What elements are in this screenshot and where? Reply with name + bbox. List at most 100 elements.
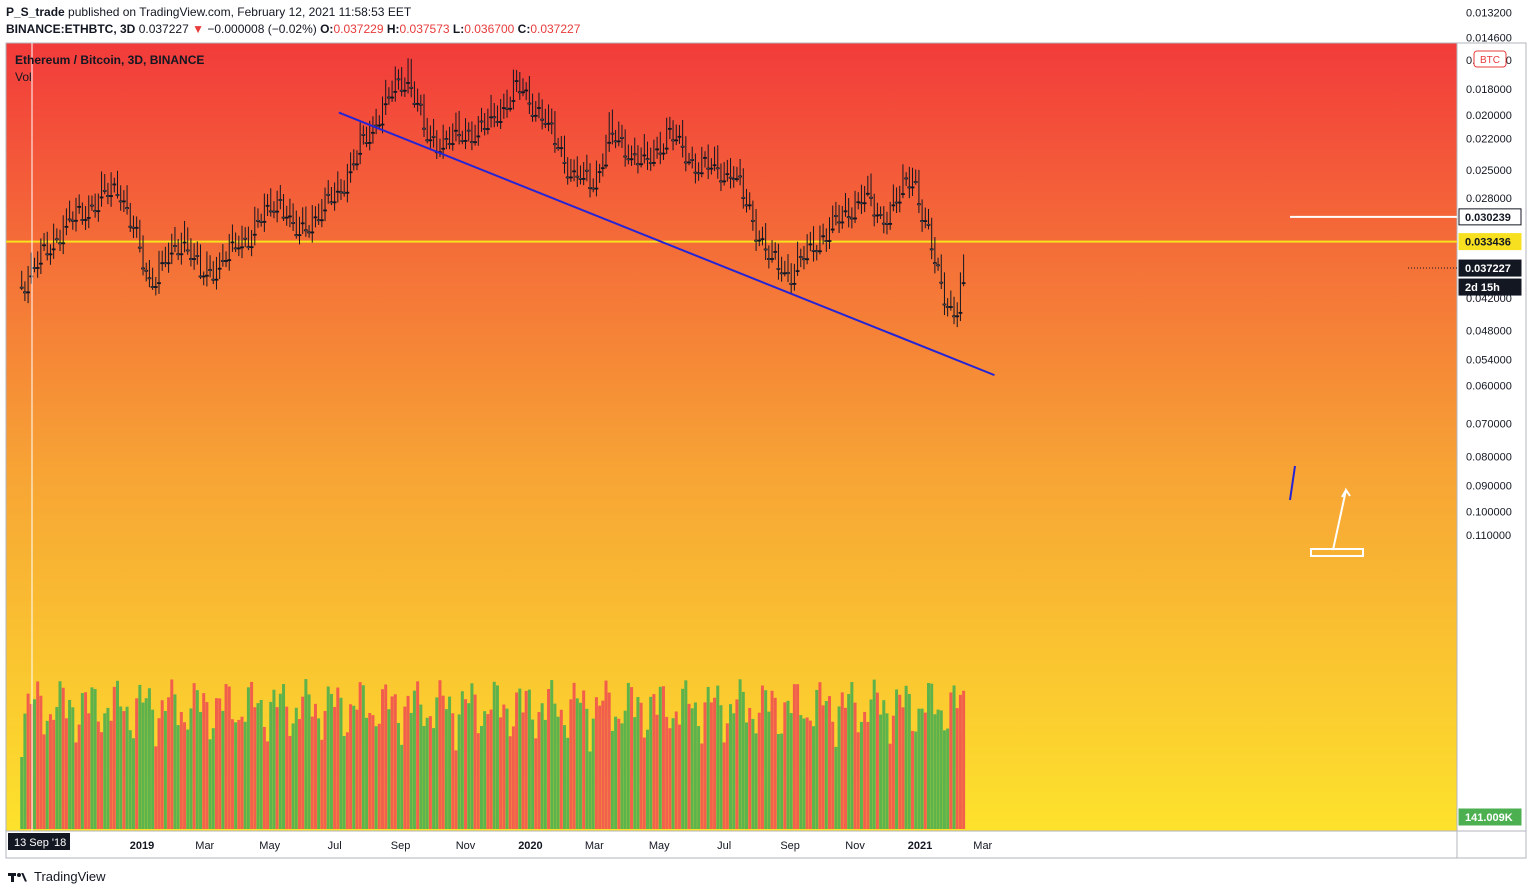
candle-body — [757, 239, 762, 242]
volume-bar — [393, 694, 397, 829]
currency-badge-box[interactable] — [1473, 50, 1507, 68]
volume-bar — [441, 695, 445, 829]
candle-body — [185, 249, 190, 252]
candle-body — [853, 217, 857, 220]
volume-bar — [135, 698, 139, 829]
last-price-label-box — [1458, 259, 1522, 277]
publisher-name[interactable]: P_S_trade — [6, 5, 65, 19]
volume-bar — [489, 709, 493, 829]
candle-body — [636, 163, 640, 166]
volume-bar — [403, 706, 407, 829]
volume-bar — [863, 711, 867, 829]
volume-bar — [569, 699, 573, 829]
candle-body — [109, 195, 114, 197]
candle-body — [195, 255, 200, 257]
candle-body — [169, 252, 174, 255]
volume-bar — [566, 737, 570, 829]
volume-bar — [799, 715, 803, 829]
volume-bar — [610, 730, 614, 829]
volume-bar — [665, 716, 669, 829]
volume-bar — [796, 684, 800, 829]
price-tick-label: 0.110000 — [1466, 530, 1511, 542]
candle-body — [722, 180, 727, 183]
tradingview-brand[interactable]: TradingView — [8, 869, 106, 884]
candle-body — [690, 159, 695, 161]
candle-body — [447, 143, 452, 145]
volume-bar — [709, 702, 713, 829]
volume-bar — [652, 694, 656, 829]
volume-bar — [336, 687, 340, 829]
candle-body — [798, 256, 803, 258]
candle-body — [406, 82, 410, 84]
candle-body — [479, 120, 484, 123]
volume-bar — [374, 726, 378, 829]
candle-body — [629, 158, 634, 161]
candle-body — [281, 216, 286, 219]
volume-bar — [556, 716, 560, 829]
volume-bar — [722, 742, 726, 829]
countdown-label: 2d 15h — [1465, 282, 1500, 294]
volume-bar — [630, 687, 634, 829]
candle-body — [530, 114, 535, 117]
change-text: −0.000008 (−0.02%) — [207, 22, 317, 36]
time-tick-label: May — [649, 840, 670, 852]
volume-bar — [428, 716, 432, 829]
candle-body — [888, 223, 893, 225]
candle-body — [58, 242, 62, 245]
volume-bar — [253, 707, 257, 829]
candle-body — [415, 102, 420, 105]
candle-body — [881, 222, 886, 225]
volume-bar — [454, 750, 458, 829]
volume-bar — [131, 738, 135, 829]
volume-bar — [218, 698, 222, 829]
candle-body — [236, 247, 241, 250]
candle-body — [26, 291, 30, 294]
volume-bar — [598, 705, 602, 829]
candle-body — [680, 145, 685, 148]
volume-bar — [888, 743, 892, 829]
candle-body — [316, 219, 321, 222]
time-tick-label: May — [259, 840, 280, 852]
candle-body — [450, 143, 455, 145]
candle-body — [517, 91, 522, 94]
candle-body — [70, 219, 75, 222]
volume-bar — [831, 721, 835, 829]
candle-body — [275, 210, 280, 213]
volume-bar — [872, 679, 876, 829]
volume-bar — [301, 696, 305, 829]
volume-bar — [486, 714, 490, 829]
high-value: 0.037573 — [399, 22, 450, 36]
candle-body — [319, 219, 324, 222]
volume-bar — [189, 708, 193, 829]
candle-body — [374, 124, 379, 127]
price-tick-label: 0.025000 — [1466, 165, 1512, 177]
volume-bar — [879, 714, 883, 829]
candle-body — [189, 258, 193, 260]
time-tick-label: 2021 — [908, 840, 932, 852]
candle-body — [537, 107, 541, 109]
volume-bar — [291, 723, 295, 829]
candle-body — [77, 205, 82, 208]
candle-body — [339, 191, 343, 194]
candle-body — [942, 303, 947, 306]
volume-bar — [754, 733, 758, 829]
candle-body — [843, 210, 848, 213]
candle-body — [792, 282, 797, 285]
candle-body — [642, 154, 647, 157]
volume-bar — [288, 735, 292, 829]
candle-body — [610, 132, 615, 135]
volume-bar — [269, 701, 273, 829]
candle-body — [476, 135, 481, 138]
price-tick-label: 0.042000 — [1466, 293, 1512, 305]
volume-bar — [575, 698, 579, 829]
volume-bar — [240, 716, 244, 829]
candle-body — [220, 260, 225, 262]
candle-body — [492, 116, 497, 119]
volume-bar — [620, 723, 624, 829]
volume-bar — [770, 690, 774, 829]
volume-bar — [853, 702, 857, 829]
candle-body — [323, 209, 327, 212]
volume-bar — [84, 692, 88, 829]
volume-bar — [243, 721, 247, 829]
